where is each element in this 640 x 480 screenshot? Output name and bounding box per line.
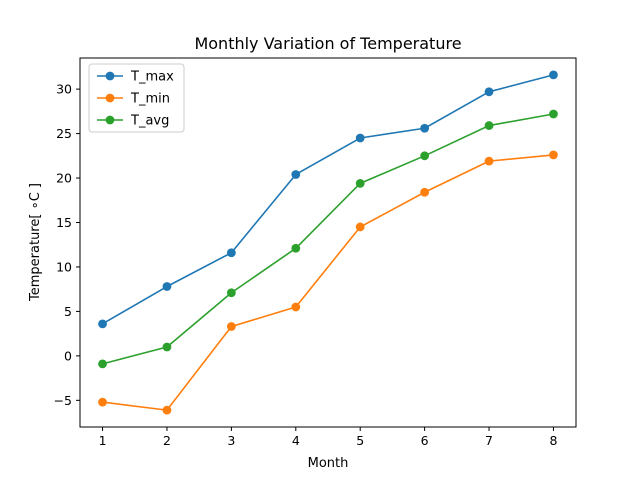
data-point-T_min-8 [549, 150, 558, 160]
data-point-T_max-4 [291, 170, 301, 179]
legend-label-T_max: T_max [130, 70, 174, 85]
data-point-T_min-6 [420, 187, 430, 197]
y-tick-label: 15 [56, 215, 72, 230]
legend-marker-T_avg [105, 115, 115, 125]
data-point-T_max-1 [98, 319, 107, 329]
x-tick-label: 7 [485, 433, 493, 448]
data-point-T_max-3 [226, 248, 236, 258]
data-point-T_avg-6 [420, 151, 430, 161]
y-tick-label: −5 [54, 393, 72, 408]
data-point-T_min-7 [484, 156, 494, 166]
data-point-T_avg-3 [226, 288, 236, 298]
y-axis-label: Temperature[ ∘C ] [28, 183, 43, 302]
legend-label-T_avg: T_avg [130, 114, 169, 129]
data-point-T_min-5 [355, 222, 365, 232]
legend-marker-T_max [105, 71, 115, 81]
y-tick-label: 20 [56, 171, 72, 186]
x-tick-label: 6 [421, 433, 429, 448]
x-tick-label: 5 [356, 433, 364, 448]
y-tick-label: 30 [56, 82, 72, 97]
y-tick-label: 0 [64, 348, 72, 363]
x-axis-label: Month [308, 456, 349, 471]
data-point-T_max-6 [420, 123, 430, 133]
data-point-T_min-4 [291, 302, 301, 312]
data-point-T_avg-7 [484, 121, 494, 130]
x-tick-label: 3 [227, 433, 235, 448]
x-tick-label: 2 [163, 433, 171, 448]
data-point-T_avg-1 [98, 359, 107, 369]
axes-frame [79, 57, 577, 428]
data-point-T_avg-5 [355, 178, 365, 188]
series-line-T_max [102, 74, 554, 325]
series-line-T_min [102, 154, 554, 411]
legend-label-T_min: T_min [130, 92, 170, 107]
data-point-T_max-2 [162, 282, 172, 291]
data-point-T_min-2 [162, 405, 172, 415]
legend-box [88, 63, 185, 133]
data-point-T_avg-4 [291, 243, 301, 253]
x-tick-label: 1 [99, 433, 107, 448]
y-tick-label: 5 [64, 304, 72, 319]
series-line-T_avg [102, 113, 554, 365]
y-tick-label: 10 [56, 259, 72, 274]
x-tick-label: 8 [549, 433, 557, 448]
data-point-T_max-5 [355, 133, 365, 143]
data-point-T_max-8 [549, 70, 558, 80]
data-point-T_min-1 [98, 397, 107, 407]
plot-area: 1 2 3 4 5 6 7 8 −5 0 5 10 15 20 25 30 T_max T_min T_avg [54, 57, 577, 448]
data-point-T_avg-8 [549, 109, 558, 119]
legend-marker-T_min [105, 93, 115, 103]
y-tick-label: 25 [56, 126, 72, 141]
data-point-T_max-7 [484, 87, 494, 97]
data-point-T_avg-2 [162, 342, 172, 352]
chart-title: Monthly Variation of Temperature [194, 34, 461, 53]
data-point-T_min-3 [226, 322, 236, 331]
x-tick-label: 4 [292, 433, 300, 448]
